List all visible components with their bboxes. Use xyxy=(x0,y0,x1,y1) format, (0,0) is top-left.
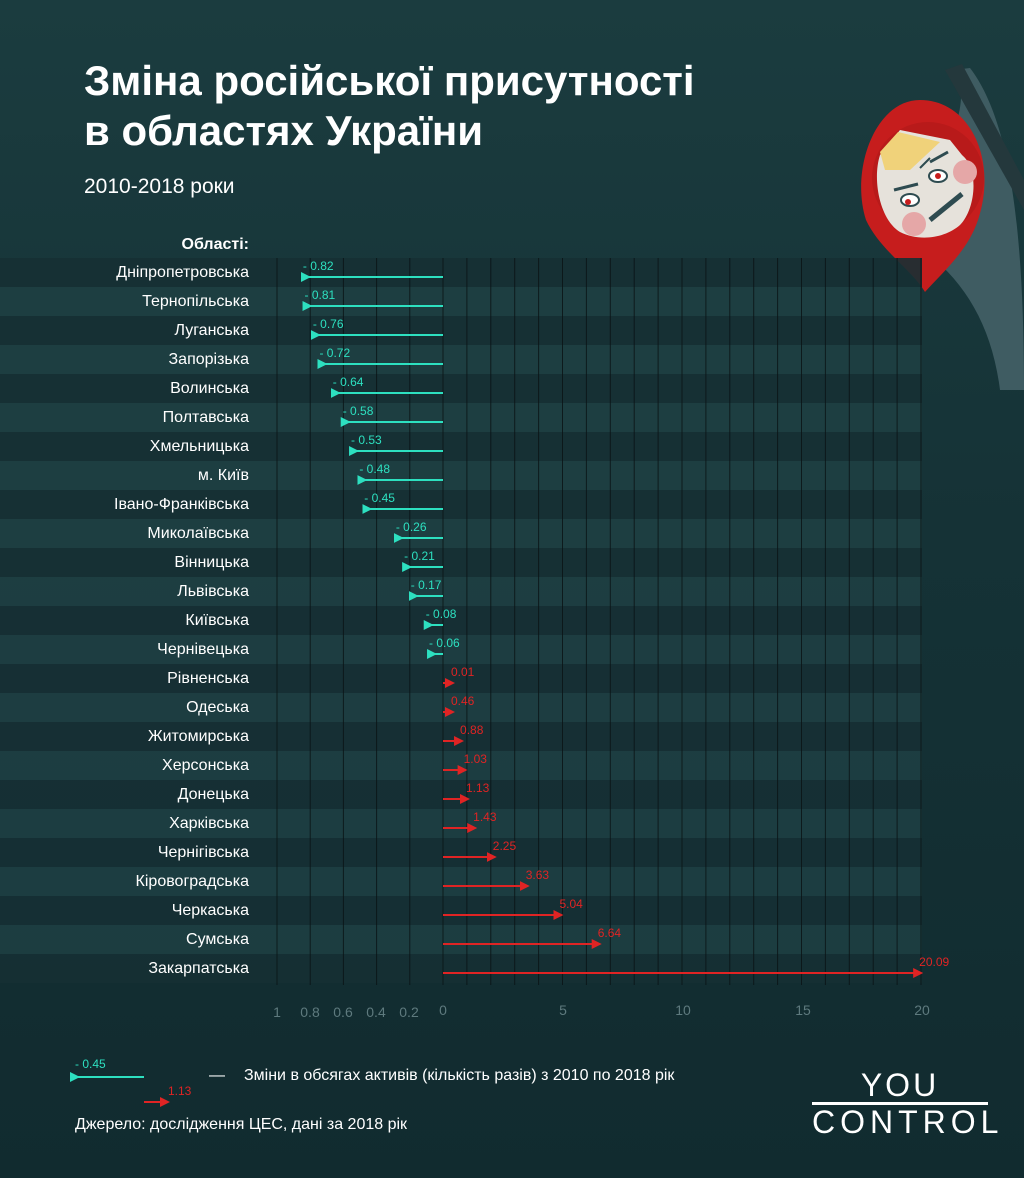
category-label: Чернівецька xyxy=(157,641,249,658)
value-label: - 0.06 xyxy=(429,636,460,650)
category-label: Волинська xyxy=(170,380,249,397)
subtitle: 2010-2018 роки xyxy=(84,175,235,198)
category-label: Черкаська xyxy=(172,902,249,919)
value-label: - 0.21 xyxy=(404,549,435,563)
category-label: Закарпатська xyxy=(148,960,249,977)
row-stripe xyxy=(0,345,922,374)
row-stripe xyxy=(0,577,922,606)
page-title: Зміна російської присутності в областях … xyxy=(84,56,784,156)
x-tick-label: 1 xyxy=(273,1004,281,1020)
row-stripe xyxy=(0,925,922,954)
value-label: 0.88 xyxy=(460,723,484,737)
value-label: - 0.82 xyxy=(303,259,334,273)
row-stripe xyxy=(0,606,922,635)
row-stripe xyxy=(0,374,922,403)
value-label: 1.13 xyxy=(466,781,490,795)
category-label: Сумська xyxy=(186,931,249,948)
value-label: 1.43 xyxy=(473,810,497,824)
category-label: Київська xyxy=(185,612,249,629)
value-label: - 0.64 xyxy=(333,375,364,389)
category-label: м. Київ xyxy=(198,467,249,484)
value-label: - 0.26 xyxy=(396,520,427,534)
value-label: - 0.76 xyxy=(313,317,344,331)
value-label: - 0.58 xyxy=(343,404,374,418)
x-tick-label: 5 xyxy=(559,1002,567,1018)
row-stripe xyxy=(0,403,922,432)
youcontrol-logo: YOU CONTROL xyxy=(812,1067,1004,1140)
row-stripe xyxy=(0,896,922,925)
mascot-illustration xyxy=(861,64,1024,390)
value-label: - 0.17 xyxy=(411,578,442,592)
logo-line-2: CONTROL xyxy=(812,1102,1004,1140)
value-label: - 0.72 xyxy=(319,346,350,360)
category-label: Донецька xyxy=(178,786,250,803)
category-label: Херсонська xyxy=(162,757,249,774)
category-label: Житомирська xyxy=(148,728,249,745)
x-tick-label: 0.6 xyxy=(333,1004,353,1020)
category-header: Області: xyxy=(182,236,250,253)
category-label: Луганська xyxy=(175,322,250,339)
row-stripe xyxy=(0,461,922,490)
category-label: Львівська xyxy=(177,583,249,600)
x-tick-label: 20 xyxy=(914,1002,930,1018)
row-stripe xyxy=(0,838,922,867)
category-label: Чернігівська xyxy=(158,844,249,861)
row-stripe xyxy=(0,548,922,577)
category-label: Миколаївська xyxy=(147,525,249,542)
row-stripe xyxy=(0,490,922,519)
row-stripe xyxy=(0,693,922,722)
value-label: 0.46 xyxy=(451,694,475,708)
row-stripe xyxy=(0,664,922,693)
title-line-1: Зміна російської присутності xyxy=(84,57,695,104)
title-line-2: в областях України xyxy=(84,107,484,154)
value-label: - 0.08 xyxy=(426,607,457,621)
logo-line-1: YOU xyxy=(860,1067,940,1103)
category-label: Кіровоградська xyxy=(136,873,250,890)
category-label: Вінницька xyxy=(174,554,249,571)
value-label: 3.63 xyxy=(526,868,550,882)
value-label: - 0.48 xyxy=(359,462,390,476)
category-label: Хмельницька xyxy=(150,438,249,455)
row-stripe xyxy=(0,432,922,461)
value-label: 5.04 xyxy=(559,897,583,911)
value-label: - 0.45 xyxy=(364,491,395,505)
row-stripe xyxy=(0,316,922,345)
row-stripe xyxy=(0,287,922,316)
category-label: Запорізька xyxy=(169,351,250,368)
category-label: Дніпропетровська xyxy=(116,264,249,281)
category-label: Тернопільська xyxy=(142,293,249,310)
row-stripe xyxy=(0,954,922,983)
row-stripe xyxy=(0,519,922,548)
value-label: 1.03 xyxy=(464,752,488,766)
legend-description: Зміни в обсягах активів (кількість разів… xyxy=(244,1067,675,1084)
value-label: 0.01 xyxy=(451,665,475,679)
value-label: 2.25 xyxy=(493,839,517,853)
category-label: Івано-Франківська xyxy=(114,496,249,513)
row-stripe xyxy=(0,867,922,896)
x-tick-label: 10 xyxy=(675,1002,691,1018)
legend-dash: — xyxy=(209,1067,225,1084)
row-stripe xyxy=(0,258,922,287)
value-label: - 0.53 xyxy=(351,433,382,447)
x-tick-label: 15 xyxy=(795,1002,811,1018)
row-stripe xyxy=(0,809,922,838)
x-tick-label: 0.2 xyxy=(399,1004,419,1020)
value-label: - 0.81 xyxy=(305,288,336,302)
x-tick-label: 0.4 xyxy=(366,1004,386,1020)
legend-positive-label: 1.13 xyxy=(168,1084,192,1098)
row-stripe xyxy=(0,635,922,664)
category-label: Полтавська xyxy=(163,409,249,426)
category-label: Рівненська xyxy=(167,670,249,687)
source-note: Джерело: дослідження ЦЕС, дані за 2018 р… xyxy=(75,1116,408,1133)
value-label: 20.09 xyxy=(919,955,949,969)
category-label: Харківська xyxy=(169,815,249,832)
legend-negative-label: - 0.45 xyxy=(75,1057,106,1071)
category-label: Одеська xyxy=(186,699,249,716)
x-tick-label: 0 xyxy=(439,1002,447,1018)
x-tick-label: 0.8 xyxy=(300,1004,320,1020)
value-label: 6.64 xyxy=(598,926,622,940)
